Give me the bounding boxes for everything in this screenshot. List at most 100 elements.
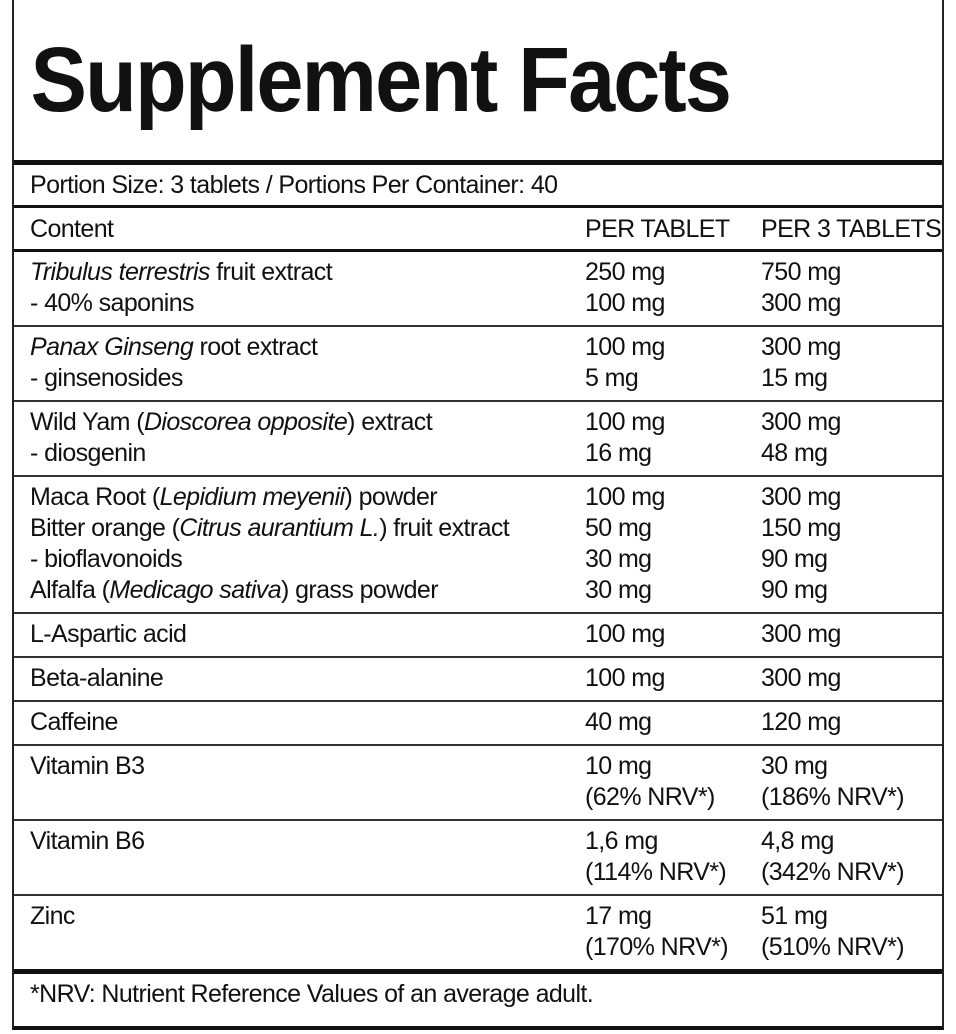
- ingredient-line: Caffeine: [30, 707, 585, 738]
- ingredient-group: Vitamin B3 10 mg (62% NRV*) 30 mg (186% NRV*…: [14, 746, 942, 821]
- per-3-tablets: 300 mg 48 mg: [761, 407, 942, 469]
- amount-per-3-tablets: (186% NRV*): [761, 783, 905, 811]
- amount-per-tablet: (62% NRV*): [585, 783, 715, 811]
- title: Supplement Facts: [30, 29, 732, 131]
- amount-per-tablet: 1,6 mg: [585, 827, 658, 855]
- ingredient-group: Beta-alanine 100 mg 300 mg: [14, 658, 942, 702]
- ingredient-text: Medicago sativa: [109, 576, 282, 604]
- amount-per-3-tablets: 750 mg: [761, 258, 841, 286]
- ingredient-text: - bioflavonoids: [30, 545, 183, 573]
- amount-per-3-tablets: 300 mg: [761, 289, 841, 317]
- amount-per-tablet: 30 mg: [585, 576, 652, 604]
- ingredient-group: Caffeine 40 mg 120 mg: [14, 702, 942, 746]
- per-3-tablets: 750 mg 300 mg: [761, 257, 942, 319]
- ingredient-text: ) powder: [344, 483, 438, 511]
- ingredient-text: Lepidium meyenii: [159, 483, 346, 511]
- per-tablet: 10 mg (62% NRV*): [585, 751, 761, 813]
- per-tablet: 100 mg 16 mg: [585, 407, 761, 469]
- ingredient-line: L-Aspartic acid: [30, 619, 585, 650]
- ingredient-text: ) fruit extract: [379, 514, 510, 542]
- per-3-tablets: 300 mg 150 mg 90 mg 90 mg: [761, 482, 942, 606]
- ingredient-text: Panax Ginseng: [30, 333, 194, 361]
- ingredient-text: Bitter orange (: [30, 514, 180, 542]
- ingredient-line: Tribulus terrestris fruit extract: [30, 257, 585, 288]
- amount-per-tablet: 100 mg: [585, 408, 665, 436]
- ingredient-line: Zinc: [30, 901, 585, 932]
- footnote: *NRV: Nutrient Reference Values of an av…: [30, 980, 594, 1008]
- per-3-tablets: 51 mg (510% NRV*): [761, 901, 942, 963]
- amount-per-tablet: 100 mg: [585, 664, 665, 692]
- ingredient-line: - diosgenin: [30, 438, 585, 469]
- table-body: Tribulus terrestris fruit extract - 40% s…: [14, 252, 942, 974]
- supplement-panel: Supplement Facts Portion Size: 3 tablets…: [12, 0, 944, 1030]
- ingredient-text: - ginsenosides: [30, 364, 183, 392]
- amount-per-tablet: 17 mg: [585, 902, 652, 930]
- ingredient-names: Beta-alanine: [14, 663, 585, 694]
- ingredient-text: - 40% saponins: [30, 289, 195, 317]
- ingredient-text: Zinc: [30, 902, 75, 930]
- amount-per-tablet: (114% NRV*): [585, 858, 727, 886]
- amount-per-tablet: 16 mg: [585, 439, 652, 467]
- ingredient-line: Wild Yam (Dioscorea opposite) extract: [30, 407, 585, 438]
- per-tablet: 40 mg: [585, 707, 761, 738]
- amount-per-tablet: 30 mg: [585, 545, 652, 573]
- per-tablet: 17 mg (170% NRV*): [585, 901, 761, 963]
- per-3-tablets: 300 mg: [761, 619, 942, 650]
- portion-size: Portion Size: 3 tablets / Portions Per C…: [14, 160, 942, 205]
- header-per-3-tablets: PER 3 TABLETS: [761, 215, 942, 243]
- amount-per-tablet: 50 mg: [585, 514, 652, 542]
- amount-per-3-tablets: 300 mg: [761, 664, 841, 692]
- amount-per-tablet: 10 mg: [585, 752, 652, 780]
- amount-per-3-tablets: 300 mg: [761, 408, 841, 436]
- amount-per-tablet: 100 mg: [585, 333, 665, 361]
- amount-per-3-tablets: 300 mg: [761, 620, 841, 648]
- amount-per-3-tablets: 120 mg: [761, 708, 841, 736]
- amount-per-tablet: (170% NRV*): [585, 933, 729, 961]
- table-header: Content PER TABLET PER 3 TABLETS: [14, 205, 942, 252]
- ingredient-line: Alfalfa (Medicago sativa) grass powder: [30, 575, 585, 606]
- amount-per-3-tablets: 15 mg: [761, 364, 828, 392]
- ingredient-text: Tribulus terrestris: [30, 258, 210, 286]
- amount-per-tablet: 100 mg: [585, 483, 665, 511]
- amount-per-tablet: 250 mg: [585, 258, 665, 286]
- ingredient-names: Zinc: [14, 901, 585, 963]
- ingredient-text: Maca Root (: [30, 483, 160, 511]
- ingredient-text: Dioscorea opposite: [143, 408, 348, 436]
- amount-per-3-tablets: 51 mg: [761, 902, 828, 930]
- amount-per-3-tablets: 30 mg: [761, 752, 828, 780]
- ingredient-group: Zinc 17 mg (170% NRV*) 51 mg (510% NRV*): [14, 896, 942, 974]
- ingredient-names: Wild Yam (Dioscorea opposite) extract - d…: [14, 407, 585, 469]
- ingredient-line: Vitamin B6: [30, 826, 585, 857]
- ingredient-names: Maca Root (Lepidium meyenii) powder Bitte…: [14, 482, 585, 606]
- ingredient-group: Wild Yam (Dioscorea opposite) extract - d…: [14, 402, 942, 477]
- header-content: Content: [30, 215, 114, 243]
- amount-per-3-tablets: 4,8 mg: [761, 827, 834, 855]
- amount-per-tablet: 100 mg: [585, 620, 665, 648]
- per-3-tablets: 30 mg (186% NRV*): [761, 751, 942, 813]
- amount-per-3-tablets: (342% NRV*): [761, 858, 905, 886]
- ingredient-line: Panax Ginseng root extract: [30, 332, 585, 363]
- ingredient-text: Wild Yam (: [30, 408, 145, 436]
- amount-per-3-tablets: 48 mg: [761, 439, 828, 467]
- per-tablet: 250 mg 100 mg: [585, 257, 761, 319]
- ingredient-group: L-Aspartic acid 100 mg 300 mg: [14, 614, 942, 658]
- per-tablet: 100 mg 5 mg: [585, 332, 761, 394]
- per-tablet: 100 mg: [585, 619, 761, 650]
- ingredient-names: Caffeine: [14, 707, 585, 738]
- ingredient-text: fruit extract: [209, 258, 333, 286]
- ingredient-line: Bitter orange (Citrus aurantium L.) frui…: [30, 513, 585, 544]
- per-3-tablets: 300 mg: [761, 663, 942, 694]
- amount-per-tablet: 5 mg: [585, 364, 639, 392]
- ingredient-text: Citrus aurantium L.: [179, 514, 380, 542]
- amount-per-3-tablets: 300 mg: [761, 333, 841, 361]
- ingredient-group: Maca Root (Lepidium meyenii) powder Bitte…: [14, 477, 942, 614]
- ingredient-names: L-Aspartic acid: [14, 619, 585, 650]
- amount-per-3-tablets: 300 mg: [761, 483, 841, 511]
- ingredient-text: ) extract: [347, 408, 433, 436]
- ingredient-line: - bioflavonoids: [30, 544, 585, 575]
- per-tablet: 100 mg: [585, 663, 761, 694]
- amount-per-3-tablets: (510% NRV*): [761, 933, 905, 961]
- amount-per-3-tablets: 90 mg: [761, 545, 828, 573]
- ingredient-text: Beta-alanine: [30, 664, 164, 692]
